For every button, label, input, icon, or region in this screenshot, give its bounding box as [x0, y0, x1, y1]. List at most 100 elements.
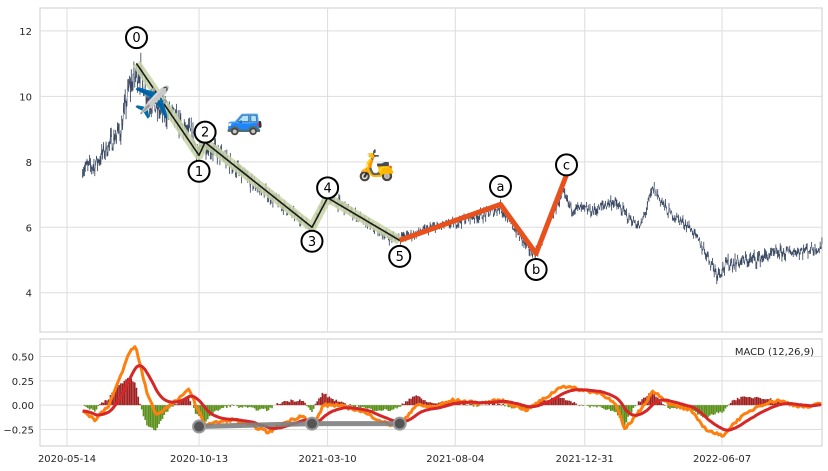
price-plot-area — [39, 7, 823, 333]
macd-histogram-bar — [285, 401, 287, 406]
macd-histogram-bar — [232, 405, 235, 406]
macd-histogram-bar — [710, 405, 713, 415]
macd-histogram-bar — [700, 405, 702, 416]
macd-histogram-bar — [389, 405, 391, 412]
macd-histogram-bar — [352, 405, 355, 408]
wave-label-4-text: 4 — [323, 181, 331, 196]
macd-histogram-bar — [594, 405, 596, 407]
macd-histogram-bar — [464, 403, 466, 406]
macd-histogram-bar — [610, 405, 612, 411]
macd-histogram-bar — [203, 405, 206, 422]
macd-histogram-bar — [253, 405, 256, 409]
macd-histogram-bar — [85, 405, 87, 407]
macd-histogram-bar — [323, 394, 325, 406]
macd-histogram-bar — [266, 405, 268, 412]
macd-histogram-bar — [672, 405, 675, 409]
macd-histogram-bar — [269, 405, 272, 408]
price-y-tick-label: 6 — [26, 223, 32, 234]
macd-histogram-bar — [568, 400, 570, 406]
macd-histogram-bar — [332, 398, 334, 406]
x-axis: 2020-05-14 2020-10-13 2021-03-10 2021-08-04… — [38, 454, 751, 465]
macd-histogram-bar — [776, 399, 779, 406]
macd-histogram-bar — [255, 405, 258, 411]
macd-histogram-bar — [491, 403, 494, 406]
macd-histogram-bar — [625, 405, 628, 423]
macd-histogram-bar — [307, 405, 310, 408]
price-y-axis: 4 6 8 10 12 — [19, 27, 32, 300]
macd-histogram-bar — [93, 405, 96, 412]
macd-histogram-bar — [497, 403, 499, 406]
macd-histogram-bar — [347, 405, 350, 407]
macd-histogram-bar — [458, 403, 461, 406]
macd-histogram-bar — [241, 405, 244, 408]
macd-histogram-bar — [590, 405, 593, 407]
macd-histogram-bar — [114, 388, 117, 406]
macd-histogram-bar — [293, 401, 296, 406]
macd-histogram-bar — [290, 399, 292, 406]
macd-histogram-bar — [340, 401, 343, 406]
macd-histogram-bar — [596, 405, 598, 408]
macd-histogram-bar — [365, 405, 367, 409]
macd-histogram-bar — [286, 401, 289, 406]
car-icon: 🚙 — [226, 102, 263, 137]
macd-histogram-bar — [259, 405, 261, 410]
macd-histogram-bar — [358, 405, 360, 408]
macd-histogram-bar — [297, 401, 299, 406]
macd-histogram-bar — [406, 401, 409, 406]
macd-histogram-bar — [281, 402, 284, 406]
macd-histogram-bar — [564, 400, 567, 406]
macd-histogram-bar — [132, 381, 134, 406]
macd-histogram-bar — [133, 382, 136, 406]
macd-histogram-bar — [227, 405, 230, 406]
macd-histogram-bar — [335, 399, 338, 406]
macd-wave-marker — [192, 419, 207, 434]
macd-histogram-bar — [229, 405, 232, 408]
macd-histogram-bar — [278, 403, 280, 406]
macd-histogram-bar — [748, 396, 751, 406]
emoji-layer: ✈️ 🚙 🛵 — [133, 84, 394, 183]
macd-histogram-bar — [408, 398, 411, 406]
macd-histogram-bar — [575, 403, 577, 406]
macd-histogram-bar — [761, 398, 763, 406]
macd-histogram-bar — [705, 405, 708, 418]
macd-histogram-bar — [87, 405, 89, 409]
macd-histogram-bar — [660, 402, 662, 406]
macd-histogram-bar — [472, 405, 475, 407]
macd-histogram-bar — [733, 399, 735, 406]
macd-histogram-bar — [314, 403, 317, 406]
macd-histogram-bar — [415, 395, 418, 406]
macd-histogram-bar — [154, 405, 157, 431]
macd-histogram-bar — [743, 396, 746, 406]
macd-histogram-bar — [597, 405, 600, 407]
macd-histogram-bar — [153, 405, 155, 431]
macd-histogram-bar — [436, 403, 438, 406]
macd-histogram-bar — [418, 396, 421, 406]
macd-panel: 0.50 0.25 0.00 −0.25 MACD (12,26,9) — [3, 338, 823, 447]
price-y-tick-label: 10 — [19, 92, 32, 103]
wave-label-c-circle — [555, 153, 579, 177]
macd-histogram-bar — [432, 403, 435, 406]
x-tick-label: 2021-12-31 — [556, 454, 614, 465]
macd-histogram-bar — [462, 403, 464, 406]
macd-histogram-bar — [396, 405, 398, 409]
macd-wave-connector — [198, 421, 400, 429]
macd-histogram-bar — [726, 405, 729, 407]
macd-histogram-bar — [300, 401, 303, 406]
x-tick-label: 2020-05-14 — [38, 454, 96, 465]
macd-histogram-bar — [177, 403, 179, 406]
macd-histogram-bar — [731, 400, 734, 406]
macd-histogram-bar — [375, 405, 378, 412]
wave-label-1-circle — [187, 159, 211, 183]
macd-histogram-bar — [557, 396, 560, 406]
macd-histogram-bar — [142, 405, 145, 417]
macd-histogram-bar — [83, 405, 86, 406]
macd-histogram-bar — [186, 397, 188, 406]
macd-histogram-bar — [476, 405, 478, 407]
macd-histogram-bar — [639, 401, 642, 406]
macd-histogram-bar — [411, 396, 414, 406]
macd-histogram-bar — [778, 400, 781, 406]
macd-histogram-bar — [724, 405, 727, 409]
macd-histogram-bar — [243, 405, 246, 407]
macd-histogram-bar — [173, 403, 176, 406]
